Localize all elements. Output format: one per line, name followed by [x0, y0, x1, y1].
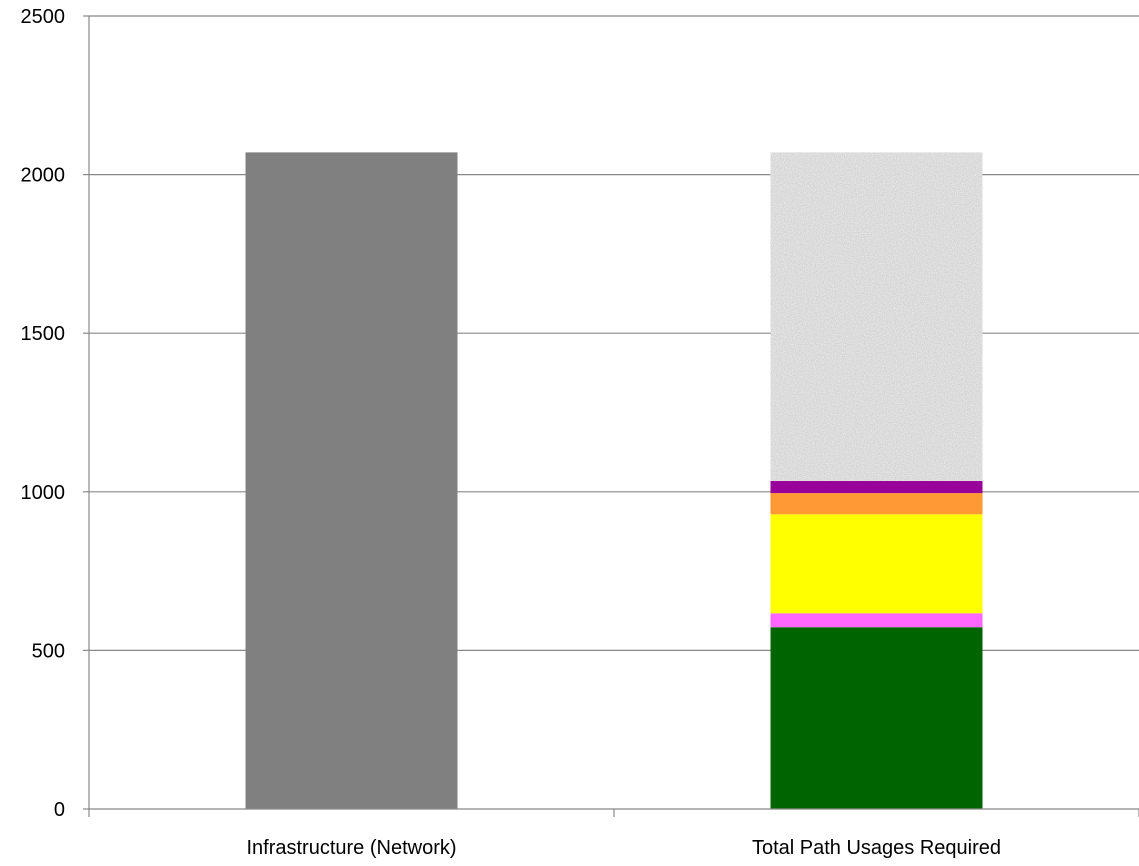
y-tick-label: 1000	[21, 482, 66, 504]
bar-segment	[770, 152, 983, 482]
bar-segment	[770, 627, 983, 809]
bar-segment	[770, 493, 983, 515]
y-tick-label: 500	[32, 640, 65, 662]
y-tick-label: 2500	[21, 6, 66, 28]
bar-segment	[770, 613, 983, 628]
bar-segment	[770, 481, 983, 494]
y-tick-label: 1500	[21, 323, 66, 345]
y-tick-label: 0	[54, 799, 65, 821]
bar-segment	[770, 514, 983, 614]
bars	[245, 152, 983, 809]
x-category-label: Infrastructure (Network)	[246, 837, 456, 859]
y-tick-label: 2000	[21, 165, 66, 187]
axes	[83, 15, 1139, 817]
tick-labels: 0 500 1000 1500 2000 2500 Infrastructure (Netw…	[21, 6, 1002, 859]
bar-segment	[245, 152, 458, 809]
x-category-label: Total Path Usages Required	[752, 837, 1001, 859]
